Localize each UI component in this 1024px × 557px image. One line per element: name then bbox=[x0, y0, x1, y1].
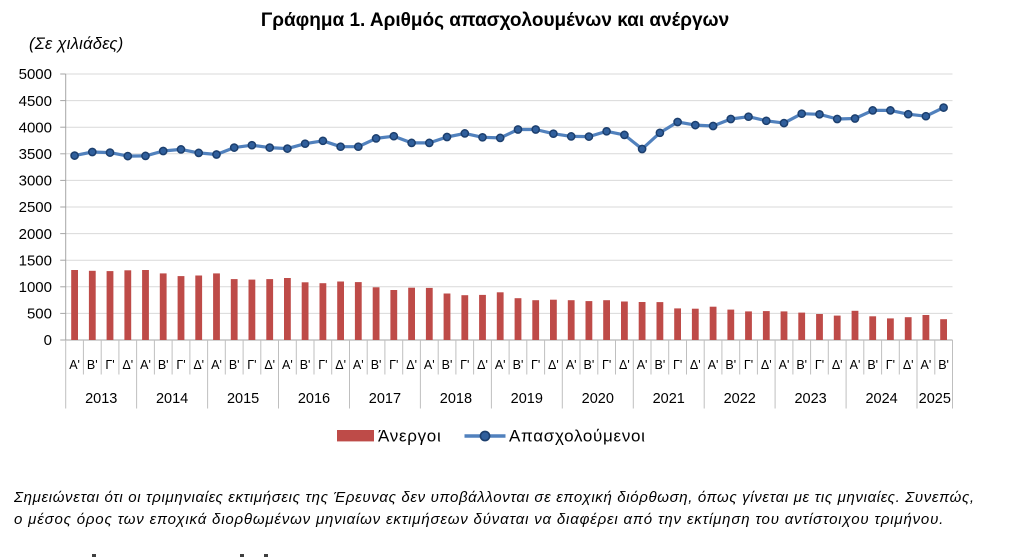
svg-text:Γ': Γ' bbox=[673, 358, 682, 372]
svg-text:Β': Β' bbox=[371, 358, 382, 372]
svg-text:Δ': Δ' bbox=[477, 358, 488, 372]
svg-text:Α': Α' bbox=[637, 358, 648, 372]
svg-text:Β': Β' bbox=[867, 358, 878, 372]
svg-text:Β': Β' bbox=[300, 358, 311, 372]
svg-text:2021: 2021 bbox=[653, 391, 685, 407]
svg-text:2016: 2016 bbox=[298, 391, 330, 407]
svg-text:Γ': Γ' bbox=[602, 358, 611, 372]
svg-text:Γ': Γ' bbox=[247, 358, 256, 372]
svg-text:Γ': Γ' bbox=[815, 358, 824, 372]
svg-text:2025: 2025 bbox=[919, 391, 951, 407]
svg-text:Α': Α' bbox=[495, 358, 506, 372]
svg-text:Β': Β' bbox=[158, 358, 169, 372]
svg-text:2024: 2024 bbox=[865, 391, 897, 407]
svg-text:2018: 2018 bbox=[440, 391, 472, 407]
svg-text:Γ': Γ' bbox=[389, 358, 398, 372]
svg-text:Γ': Γ' bbox=[318, 358, 327, 372]
svg-text:Δ': Δ' bbox=[122, 358, 133, 372]
svg-text:Δ': Δ' bbox=[903, 358, 914, 372]
svg-text:1500: 1500 bbox=[19, 252, 52, 269]
svg-text:Δ': Δ' bbox=[761, 358, 772, 372]
svg-text:5000: 5000 bbox=[19, 66, 52, 83]
svg-text:Δ': Δ' bbox=[690, 358, 701, 372]
svg-text:Β': Β' bbox=[796, 358, 807, 372]
svg-text:2017: 2017 bbox=[369, 391, 401, 407]
svg-text:Α': Α' bbox=[708, 358, 719, 372]
svg-text:Β': Β' bbox=[655, 358, 666, 372]
svg-text:Α': Α' bbox=[850, 358, 861, 372]
svg-text:Γ': Γ' bbox=[744, 358, 753, 372]
svg-text:0: 0 bbox=[44, 332, 52, 349]
svg-text:Α': Α' bbox=[566, 358, 577, 372]
svg-text:2019: 2019 bbox=[511, 391, 543, 407]
svg-text:Γ': Γ' bbox=[531, 358, 540, 372]
svg-text:Δ': Δ' bbox=[832, 358, 843, 372]
svg-text:Α': Α' bbox=[353, 358, 364, 372]
svg-text:Γ': Γ' bbox=[176, 358, 185, 372]
svg-text:2022: 2022 bbox=[724, 391, 756, 407]
svg-text:Γ': Γ' bbox=[105, 358, 114, 372]
svg-text:3500: 3500 bbox=[19, 146, 52, 163]
svg-text:Απασχολούμενοι: Απασχολούμενοι bbox=[509, 427, 646, 446]
svg-text:Δ': Δ' bbox=[548, 358, 559, 372]
svg-text:500: 500 bbox=[27, 306, 52, 323]
svg-text:Α': Α' bbox=[69, 358, 80, 372]
svg-text:Α': Α' bbox=[779, 358, 790, 372]
svg-text:2014: 2014 bbox=[156, 391, 188, 407]
svg-text:Δ': Δ' bbox=[335, 358, 346, 372]
svg-text:Γ': Γ' bbox=[886, 358, 895, 372]
svg-text:Α': Α' bbox=[211, 358, 222, 372]
svg-text:Δ': Δ' bbox=[193, 358, 204, 372]
svg-text:2015: 2015 bbox=[227, 391, 259, 407]
svg-text:2000: 2000 bbox=[19, 226, 52, 243]
svg-text:Β': Β' bbox=[725, 358, 736, 372]
svg-text:Α': Α' bbox=[282, 358, 293, 372]
svg-text:Β': Β' bbox=[513, 358, 524, 372]
svg-text:2023: 2023 bbox=[794, 391, 826, 407]
svg-text:Α': Α' bbox=[424, 358, 435, 372]
svg-text:4000: 4000 bbox=[19, 119, 52, 136]
svg-text:Δ': Δ' bbox=[264, 358, 275, 372]
svg-text:Δ': Δ' bbox=[406, 358, 417, 372]
svg-text:Β': Β' bbox=[584, 358, 595, 372]
svg-text:Β': Β' bbox=[938, 358, 949, 372]
svg-text:Β': Β' bbox=[229, 358, 240, 372]
svg-text:2500: 2500 bbox=[19, 199, 52, 216]
svg-text:Άνεργοι: Άνεργοι bbox=[378, 427, 441, 446]
svg-text:3000: 3000 bbox=[19, 173, 52, 190]
svg-text:Α': Α' bbox=[921, 358, 932, 372]
svg-text:Β': Β' bbox=[87, 358, 98, 372]
svg-text:Β': Β' bbox=[442, 358, 453, 372]
svg-text:Γ': Γ' bbox=[460, 358, 469, 372]
svg-text:Α': Α' bbox=[140, 358, 151, 372]
svg-text:Δ': Δ' bbox=[619, 358, 630, 372]
svg-text:2020: 2020 bbox=[582, 391, 614, 407]
svg-text:1000: 1000 bbox=[19, 279, 52, 296]
svg-text:4500: 4500 bbox=[19, 93, 52, 110]
svg-text:2013: 2013 bbox=[85, 391, 117, 407]
